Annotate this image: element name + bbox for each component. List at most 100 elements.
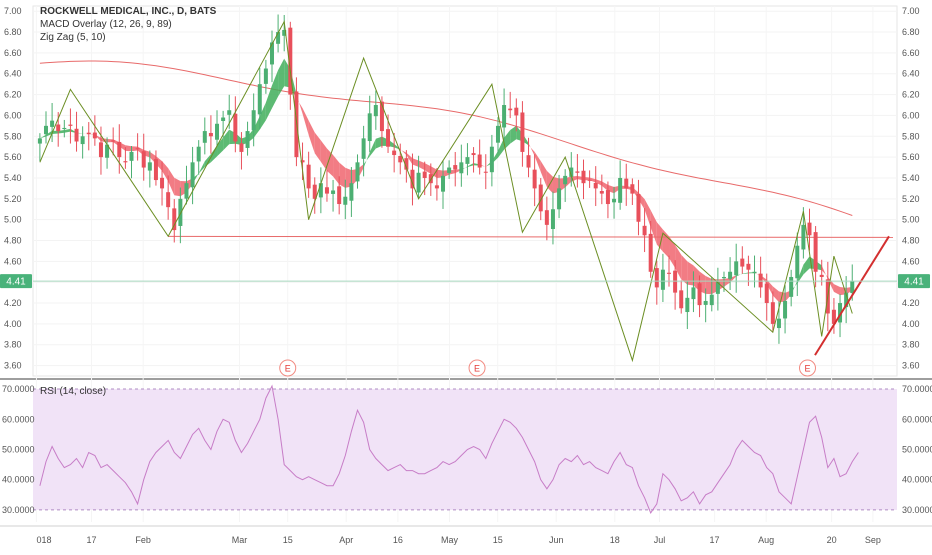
- candle-body: [184, 183, 188, 198]
- legend-zigzag[interactable]: Zig Zag (5, 10): [40, 31, 216, 44]
- rsi-y-tick-left: 30.0000: [2, 505, 35, 515]
- candle-body: [417, 173, 421, 193]
- candle-body: [496, 126, 500, 143]
- candle-body: [575, 171, 579, 172]
- x-tick-label: 15: [283, 535, 293, 545]
- y-tick-left: 4.60: [4, 256, 22, 266]
- candle-body: [679, 290, 683, 308]
- macd-ribbon-segment: [724, 278, 730, 287]
- macd-ribbon-segment: [822, 265, 828, 279]
- candle-body: [814, 232, 818, 272]
- x-tick-label: Jul: [654, 535, 666, 545]
- candle-body: [807, 223, 811, 236]
- price-tag-right: 4.41: [898, 274, 930, 288]
- macd-ribbon-segment: [309, 120, 315, 153]
- candle-body: [423, 172, 427, 178]
- rsi-band: [33, 389, 897, 510]
- y-tick-left: 6.20: [4, 90, 22, 100]
- legend-rsi[interactable]: RSI (14, close): [40, 386, 106, 397]
- candle-body: [820, 275, 824, 277]
- candle-body: [337, 186, 341, 204]
- macd-ribbon-segment: [205, 154, 211, 167]
- y-tick-right: 4.20: [902, 298, 920, 308]
- candle-body: [209, 133, 213, 136]
- candle-body: [148, 162, 152, 170]
- earnings-marker-label: E: [474, 364, 480, 374]
- y-tick-left: 6.60: [4, 48, 22, 58]
- candle-body: [655, 268, 659, 287]
- candle-body: [398, 156, 402, 162]
- candle-body: [349, 183, 353, 201]
- y-tick-right: 6.20: [902, 90, 920, 100]
- macd-ribbon-segment: [687, 261, 693, 285]
- candle-body: [551, 209, 555, 229]
- x-tick-label: Apr: [339, 535, 353, 545]
- chart-title: ROCKWELL MEDICAL, INC., D, BATS: [40, 5, 216, 18]
- candle-body: [508, 109, 512, 111]
- candle-body: [87, 133, 91, 134]
- candle-body: [447, 168, 451, 173]
- macd-ribbon-segment: [834, 284, 840, 295]
- candle-body: [795, 246, 799, 279]
- candle-body: [459, 162, 463, 173]
- y-tick-left: 3.80: [4, 340, 22, 350]
- candle-body: [325, 187, 329, 193]
- earnings-marker-label: E: [804, 364, 810, 374]
- x-tick-label: Feb: [135, 535, 151, 545]
- macd-ribbon-segment: [412, 158, 418, 167]
- candle-body: [594, 183, 598, 188]
- candle-body: [520, 112, 524, 151]
- candle-body: [685, 298, 689, 312]
- y-tick-right: 7.00: [902, 6, 920, 16]
- y-tick-left: 5.60: [4, 152, 22, 162]
- candle-body: [331, 190, 335, 193]
- earnings-marker[interactable]: E: [800, 360, 816, 376]
- candle-body: [197, 147, 201, 162]
- y-tick-left: 5.20: [4, 194, 22, 204]
- y-tick-left: 4.80: [4, 236, 22, 246]
- candle-body: [606, 190, 610, 204]
- candle-body: [239, 143, 243, 152]
- candle-body: [661, 270, 665, 290]
- earnings-marker[interactable]: E: [280, 360, 296, 376]
- legend-macd[interactable]: MACD Overlay (12, 26, 9, 89): [40, 18, 216, 31]
- candle-body: [81, 136, 85, 144]
- macd-ribbon-segment: [303, 108, 309, 135]
- macd-ribbon-segment: [333, 155, 339, 184]
- candle-body: [545, 210, 549, 225]
- y-tick-right: 4.60: [902, 256, 920, 266]
- candle-body: [649, 234, 653, 272]
- candle-body: [801, 225, 805, 250]
- candle-body: [734, 261, 738, 275]
- y-tick-right: 6.00: [902, 110, 920, 120]
- candle-body: [789, 277, 793, 297]
- macd-ribbon-segment: [742, 273, 748, 274]
- candle-body: [533, 170, 537, 189]
- candle-body: [557, 188, 561, 209]
- horizontal-level-line: [168, 236, 893, 237]
- macd-ribbon-segment: [199, 161, 205, 173]
- candle-body: [624, 179, 628, 189]
- candle-body: [343, 197, 347, 205]
- x-tick-label: 17: [87, 535, 97, 545]
- x-tick-label: 16: [393, 535, 403, 545]
- x-tick-label: Sep: [865, 535, 881, 545]
- candle-body: [221, 118, 225, 121]
- candle-body: [563, 176, 567, 184]
- candle-body: [130, 152, 134, 161]
- y-tick-left: 4.20: [4, 298, 22, 308]
- x-tick-label: 17: [710, 535, 720, 545]
- macd-ribbon-segment: [370, 139, 376, 157]
- macd-ribbon-segment: [602, 181, 608, 191]
- macd-ribbon-segment: [272, 70, 278, 108]
- y-tick-left: 6.40: [4, 69, 22, 79]
- y-tick-right: 3.80: [902, 340, 920, 350]
- macd-ribbon-segment: [645, 199, 651, 227]
- candle-body: [581, 171, 585, 183]
- price-tag-right-text: 4.41: [904, 277, 924, 288]
- candle-body: [362, 138, 366, 158]
- rsi-y-tick-right: 50.0000: [902, 444, 932, 454]
- candle-body: [160, 178, 164, 189]
- earnings-marker[interactable]: E: [469, 360, 485, 376]
